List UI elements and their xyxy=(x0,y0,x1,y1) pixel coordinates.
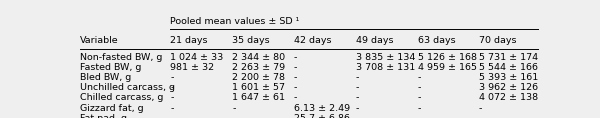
Text: -: - xyxy=(356,93,359,102)
Text: 21 days: 21 days xyxy=(170,36,208,45)
Text: 49 days: 49 days xyxy=(356,36,394,45)
Text: -: - xyxy=(170,73,174,82)
Text: 1 647 ± 61: 1 647 ± 61 xyxy=(232,93,285,102)
Text: -: - xyxy=(418,104,421,113)
Text: -: - xyxy=(418,73,421,82)
Text: 35 days: 35 days xyxy=(232,36,270,45)
Text: 4 959 ± 165: 4 959 ± 165 xyxy=(418,63,477,72)
Text: -: - xyxy=(479,104,482,113)
Text: Unchilled carcass, g: Unchilled carcass, g xyxy=(80,83,175,92)
Text: -: - xyxy=(418,93,421,102)
Text: Non-fasted BW, g: Non-fasted BW, g xyxy=(80,53,162,62)
Text: -: - xyxy=(356,83,359,92)
Text: -: - xyxy=(294,93,298,102)
Text: -: - xyxy=(232,114,236,118)
Text: 6.13 ± 2.49: 6.13 ± 2.49 xyxy=(294,104,350,113)
Text: -: - xyxy=(418,114,421,118)
Text: 4 072 ± 138: 4 072 ± 138 xyxy=(479,93,538,102)
Text: Bled BW, g: Bled BW, g xyxy=(80,73,131,82)
Text: Fasted BW, g: Fasted BW, g xyxy=(80,63,141,72)
Text: Pooled mean values ± SD ¹: Pooled mean values ± SD ¹ xyxy=(170,17,300,26)
Text: 3 962 ± 126: 3 962 ± 126 xyxy=(479,83,538,92)
Text: 3 835 ± 134: 3 835 ± 134 xyxy=(356,53,415,62)
Text: Variable: Variable xyxy=(80,36,118,45)
Text: 5 393 ± 161: 5 393 ± 161 xyxy=(479,73,538,82)
Text: -: - xyxy=(294,63,298,72)
Text: -: - xyxy=(294,83,298,92)
Text: -: - xyxy=(170,83,174,92)
Text: -: - xyxy=(356,104,359,113)
Text: -: - xyxy=(294,53,298,62)
Text: 2 200 ± 78: 2 200 ± 78 xyxy=(232,73,285,82)
Text: 42 days: 42 days xyxy=(294,36,332,45)
Text: -: - xyxy=(356,73,359,82)
Text: Gizzard fat, g: Gizzard fat, g xyxy=(80,104,143,113)
Text: 2 344 ± 80: 2 344 ± 80 xyxy=(232,53,285,62)
Text: -: - xyxy=(418,83,421,92)
Text: -: - xyxy=(356,114,359,118)
Text: Chilled carcass, g: Chilled carcass, g xyxy=(80,93,163,102)
Text: 5 731 ± 174: 5 731 ± 174 xyxy=(479,53,538,62)
Text: -: - xyxy=(170,104,174,113)
Text: -: - xyxy=(170,93,174,102)
Text: 981 ± 32: 981 ± 32 xyxy=(170,63,214,72)
Text: 63 days: 63 days xyxy=(418,36,455,45)
Text: 5 544 ± 166: 5 544 ± 166 xyxy=(479,63,538,72)
Text: 70 days: 70 days xyxy=(479,36,516,45)
Text: -: - xyxy=(479,114,482,118)
Text: -: - xyxy=(232,104,236,113)
Text: 5 126 ± 168: 5 126 ± 168 xyxy=(418,53,477,62)
Text: 2 263 ± 79: 2 263 ± 79 xyxy=(232,63,285,72)
Text: 25.7 ± 6.86: 25.7 ± 6.86 xyxy=(294,114,350,118)
Text: -: - xyxy=(294,73,298,82)
Text: 1 024 ± 33: 1 024 ± 33 xyxy=(170,53,224,62)
Text: Fat pad, g: Fat pad, g xyxy=(80,114,127,118)
Text: 3 708 ± 131: 3 708 ± 131 xyxy=(356,63,415,72)
Text: 1 601 ± 57: 1 601 ± 57 xyxy=(232,83,285,92)
Text: -: - xyxy=(170,114,174,118)
